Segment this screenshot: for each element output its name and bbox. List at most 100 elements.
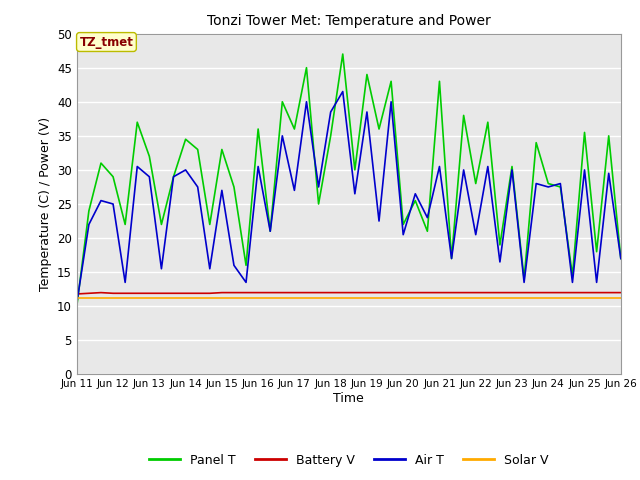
- Air T: [387, 99, 395, 105]
- Solar V: [617, 295, 625, 301]
- Air T: [424, 215, 431, 220]
- Air T: [194, 184, 202, 190]
- Solar V: [484, 295, 492, 301]
- Air T: [363, 109, 371, 115]
- Battery V: [448, 290, 456, 296]
- Panel T: [605, 133, 612, 139]
- Solar V: [133, 295, 141, 301]
- Legend: Panel T, Battery V, Air T, Solar V: Panel T, Battery V, Air T, Solar V: [144, 449, 554, 472]
- Air T: [109, 201, 117, 207]
- Battery V: [206, 290, 214, 296]
- Solar V: [448, 295, 456, 301]
- Solar V: [375, 295, 383, 301]
- Battery V: [97, 290, 105, 296]
- Air T: [532, 180, 540, 186]
- Solar V: [109, 295, 117, 301]
- Battery V: [363, 290, 371, 296]
- Solar V: [351, 295, 358, 301]
- Panel T: [472, 180, 479, 186]
- Battery V: [85, 290, 93, 296]
- Air T: [375, 218, 383, 224]
- Air T: [351, 191, 358, 197]
- Panel T: [387, 78, 395, 84]
- Battery V: [387, 290, 395, 296]
- Air T: [85, 222, 93, 228]
- Air T: [580, 167, 588, 173]
- Panel T: [230, 184, 238, 190]
- Battery V: [278, 290, 286, 296]
- Battery V: [291, 290, 298, 296]
- Solar V: [254, 295, 262, 301]
- Battery V: [508, 290, 516, 296]
- Panel T: [266, 228, 274, 234]
- Panel T: [194, 146, 202, 152]
- Air T: [254, 164, 262, 169]
- Battery V: [568, 290, 576, 296]
- Title: Tonzi Tower Met: Temperature and Power: Tonzi Tower Met: Temperature and Power: [207, 14, 491, 28]
- Battery V: [436, 290, 444, 296]
- Air T: [617, 256, 625, 262]
- Air T: [157, 266, 165, 272]
- Battery V: [327, 290, 335, 296]
- Solar V: [278, 295, 286, 301]
- Panel T: [182, 136, 189, 142]
- Solar V: [242, 295, 250, 301]
- Y-axis label: Temperature (C) / Power (V): Temperature (C) / Power (V): [38, 117, 51, 291]
- Panel T: [436, 78, 444, 84]
- Solar V: [145, 295, 153, 301]
- Battery V: [484, 290, 492, 296]
- Battery V: [545, 290, 552, 296]
- Panel T: [315, 201, 323, 207]
- Solar V: [580, 295, 588, 301]
- Panel T: [412, 198, 419, 204]
- Panel T: [327, 133, 335, 139]
- Solar V: [436, 295, 444, 301]
- Air T: [557, 180, 564, 186]
- Air T: [448, 256, 456, 262]
- Panel T: [568, 273, 576, 278]
- Panel T: [557, 184, 564, 190]
- Solar V: [593, 295, 600, 301]
- Panel T: [278, 99, 286, 105]
- Air T: [436, 164, 444, 169]
- Panel T: [339, 51, 347, 57]
- Air T: [520, 279, 528, 285]
- Solar V: [266, 295, 274, 301]
- Battery V: [109, 290, 117, 296]
- Air T: [145, 174, 153, 180]
- Battery V: [375, 290, 383, 296]
- Panel T: [399, 222, 407, 228]
- Solar V: [496, 295, 504, 301]
- Panel T: [145, 154, 153, 159]
- Air T: [605, 170, 612, 176]
- Air T: [97, 198, 105, 204]
- Solar V: [182, 295, 189, 301]
- Solar V: [412, 295, 419, 301]
- Solar V: [206, 295, 214, 301]
- Solar V: [230, 295, 238, 301]
- Panel T: [218, 146, 226, 152]
- Solar V: [157, 295, 165, 301]
- Solar V: [73, 295, 81, 301]
- Air T: [508, 167, 516, 173]
- Air T: [218, 188, 226, 193]
- Battery V: [266, 290, 274, 296]
- Air T: [327, 109, 335, 115]
- Air T: [412, 191, 419, 197]
- Battery V: [472, 290, 479, 296]
- Panel T: [206, 222, 214, 228]
- Line: Battery V: Battery V: [77, 293, 621, 294]
- Battery V: [254, 290, 262, 296]
- Battery V: [617, 290, 625, 296]
- Solar V: [194, 295, 202, 301]
- Solar V: [339, 295, 347, 301]
- Battery V: [170, 290, 177, 296]
- Panel T: [363, 72, 371, 77]
- Battery V: [520, 290, 528, 296]
- Air T: [303, 99, 310, 105]
- Panel T: [170, 174, 177, 180]
- Panel T: [532, 140, 540, 145]
- Solar V: [557, 295, 564, 301]
- Panel T: [448, 256, 456, 262]
- Panel T: [375, 126, 383, 132]
